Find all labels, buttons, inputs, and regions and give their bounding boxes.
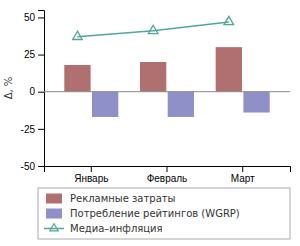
y-tick-label: 0 — [29, 86, 35, 97]
legend-box — [38, 188, 290, 239]
line — [77, 22, 228, 37]
x-tick-mark — [242, 166, 243, 172]
marker — [148, 25, 158, 33]
legend-swatch — [44, 228, 64, 230]
y-tick-mark — [38, 55, 44, 56]
y-tick-label: -25 — [21, 124, 36, 135]
x-tick-label: Март — [231, 173, 255, 184]
y-axis-line — [38, 11, 45, 167]
y-tick-mark — [38, 17, 44, 18]
y-tick-mark — [38, 166, 44, 167]
legend: Рекламные затраты Потребление рейтингов (… — [38, 188, 290, 239]
legend-label: Рекламные затраты — [70, 193, 176, 204]
legend-label: Медиа–инфляция — [70, 223, 163, 234]
y-tick-label: 25 — [24, 49, 36, 60]
bar — [168, 92, 194, 117]
legend-swatch — [46, 194, 62, 204]
y-tick: 0 — [29, 86, 44, 97]
legend-label: Потребление рейтингов (WGRP) — [70, 208, 240, 219]
y-tick-label: -50 — [21, 161, 36, 172]
bar — [140, 62, 166, 92]
x-axis: Январь Февраль Март — [45, 166, 291, 184]
legend-marker — [50, 224, 58, 231]
x-tick-mark — [167, 166, 168, 172]
x-tick: Март — [231, 166, 255, 184]
x-tick-label: Февраль — [147, 173, 188, 184]
x-tick: Январь — [74, 166, 108, 184]
y-tick: -25 — [21, 124, 44, 135]
chart: -50 -25 0 25 50 Январь Февраль Март Δ, % Рекламны… — [0, 0, 300, 246]
marker — [224, 16, 234, 24]
x-tick-mark — [91, 166, 92, 172]
legend-swatch — [46, 209, 62, 219]
x-tick: Февраль — [147, 166, 188, 184]
bar — [216, 47, 242, 92]
y-axis: -50 -25 0 25 50 — [21, 11, 45, 172]
x-tick-label: Январь — [74, 173, 108, 184]
zero-line — [44, 91, 290, 92]
y-tick-mark — [38, 129, 44, 130]
y-tick: -50 — [21, 161, 44, 172]
y-tick: 25 — [24, 49, 44, 60]
y-tick: 50 — [24, 12, 44, 23]
x-axis-line — [45, 167, 291, 173]
marks — [44, 16, 290, 117]
y-tick-label: 50 — [24, 12, 36, 23]
y-tick-mark — [38, 92, 44, 93]
bar — [243, 92, 269, 113]
marker — [73, 31, 83, 39]
bar — [92, 92, 118, 117]
y-axis-title: Δ, % — [3, 77, 14, 100]
bar — [64, 65, 90, 92]
